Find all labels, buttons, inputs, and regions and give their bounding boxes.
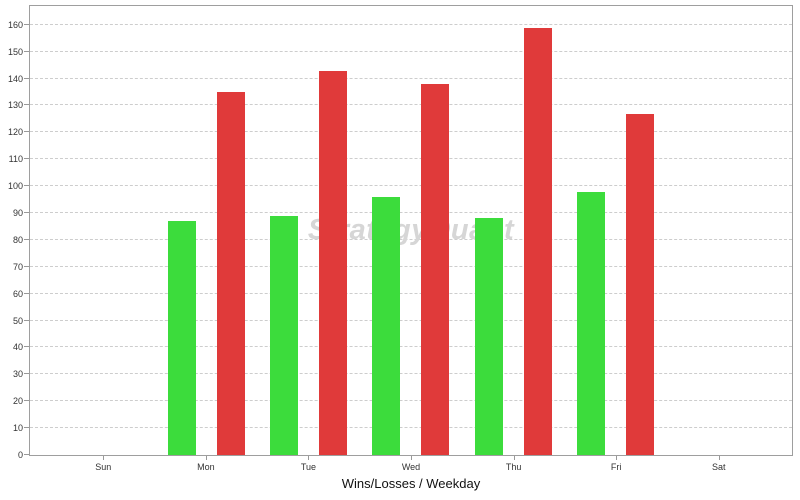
bar-losses-wed: [421, 83, 450, 455]
y-tick-label-130: 130: [7, 100, 23, 111]
y-tick-mark-80: [24, 238, 29, 240]
y-tick-label-10: 10: [12, 423, 23, 434]
category-slot-tue: [258, 6, 360, 455]
x-tick-label-sun: Sun: [95, 462, 112, 472]
y-tick-mark-100: [24, 185, 29, 187]
gridline-20: [30, 400, 792, 402]
y-tick-label-100: 100: [7, 181, 23, 192]
gridline-90: [30, 212, 792, 214]
y-tick-mark-10: [24, 427, 29, 429]
x-axis-cell-wed: Wed: [360, 456, 463, 472]
plot-area: StrategyQuant 0 10 20 30 40 50 60 70 80 90 100 110 1…: [8, 5, 793, 460]
y-tick-label-90: 90: [12, 208, 23, 219]
gridline-10: [30, 427, 792, 429]
x-axis: Sun Mon Tue Wed Thu Fri Sat: [29, 456, 793, 472]
gridline-100: [30, 185, 792, 187]
y-tick-mark-70: [24, 265, 29, 267]
bar-losses-thu: [523, 27, 552, 455]
x-tick-mark-tue: [308, 456, 310, 460]
y-tick-mark-160: [24, 23, 29, 25]
gridline-60: [30, 292, 792, 294]
y-tick-mark-120: [24, 131, 29, 133]
bar-wins-wed: [372, 196, 401, 455]
chart-caption: Wins/Losses / Weekday: [341, 476, 481, 491]
gridline-70: [30, 265, 792, 267]
category-slot-thu: [462, 6, 564, 455]
bar-wins-tue: [270, 215, 299, 455]
x-axis-cell-sun: Sun: [52, 456, 155, 472]
y-tick-mark-20: [24, 400, 29, 402]
category-slot-fri: [564, 6, 666, 455]
y-tick-label-110: 110: [8, 154, 23, 165]
y-tick-mark-60: [24, 292, 29, 294]
y-tick-mark-140: [24, 77, 29, 79]
y-tick-label-0: 0: [17, 450, 23, 460]
y-tick-label-50: 50: [12, 315, 23, 326]
y-tick-label-160: 160: [7, 19, 23, 30]
gridline-120: [30, 131, 792, 133]
x-axis-cell-fri: Fri: [565, 456, 668, 472]
y-tick-mark-150: [24, 50, 29, 52]
gridline-50: [30, 319, 792, 321]
y-tick-mark-40: [24, 346, 29, 348]
y-tick-mark-90: [24, 212, 29, 214]
x-axis-cell-thu: Thu: [462, 456, 565, 472]
category-slot-sat: [667, 6, 769, 455]
gridline-110: [30, 158, 792, 160]
gridline-30: [30, 373, 792, 375]
y-tick-label-20: 20: [12, 396, 23, 407]
x-tick-mark-thu: [513, 456, 515, 460]
x-axis-cell-tue: Tue: [257, 456, 360, 472]
bar-losses-mon: [216, 92, 245, 455]
x-tick-mark-wed: [411, 456, 413, 460]
x-tick-label-fri: Fri: [610, 462, 622, 472]
y-tick-mark-50: [24, 319, 29, 321]
bars-layer: [30, 6, 792, 455]
x-tick-mark-sat: [718, 456, 720, 460]
x-axis-cell-sat: Sat: [667, 456, 770, 472]
gridline-40: [30, 346, 792, 348]
x-tick-label-mon: Mon: [197, 462, 215, 472]
gridline-160: [30, 23, 792, 25]
x-tick-mark-fri: [616, 456, 618, 460]
bar-wins-thu: [474, 218, 503, 455]
y-tick-label-140: 140: [7, 73, 23, 84]
gridline-150: [30, 50, 792, 52]
bar-wins-mon: [167, 221, 196, 455]
y-tick-mark-130: [24, 104, 29, 106]
y-tick-label-150: 150: [7, 46, 23, 57]
x-tick-mark-mon: [205, 456, 207, 460]
gridline-140: [30, 77, 792, 79]
category-slot-wed: [360, 6, 462, 455]
gridline-80: [30, 238, 792, 240]
y-tick-mark-110: [24, 158, 29, 160]
gridline-130: [30, 104, 792, 106]
y-tick-mark-0: [24, 454, 29, 455]
x-tick-label-sat: Sat: [712, 462, 726, 472]
y-tick-label-70: 70: [12, 261, 23, 272]
category-slot-sun: [53, 6, 155, 455]
x-tick-label-tue: Tue: [300, 462, 317, 472]
y-tick-mark-30: [24, 373, 29, 375]
bar-losses-fri: [626, 113, 655, 455]
y-tick-label-80: 80: [12, 234, 23, 245]
category-slot-mon: [155, 6, 257, 455]
bar-losses-tue: [319, 70, 348, 455]
y-tick-label-60: 60: [12, 288, 23, 299]
bar-wins-fri: [577, 191, 606, 455]
y-tick-label-30: 30: [12, 369, 23, 380]
x-tick-label-thu: Thu: [505, 462, 522, 472]
y-tick-label-40: 40: [12, 342, 23, 353]
x-tick-mark-sun: [103, 456, 105, 460]
x-tick-label-wed: Wed: [401, 462, 421, 472]
x-axis-cell-mon: Mon: [155, 456, 258, 472]
y-tick-label-120: 120: [7, 127, 23, 138]
